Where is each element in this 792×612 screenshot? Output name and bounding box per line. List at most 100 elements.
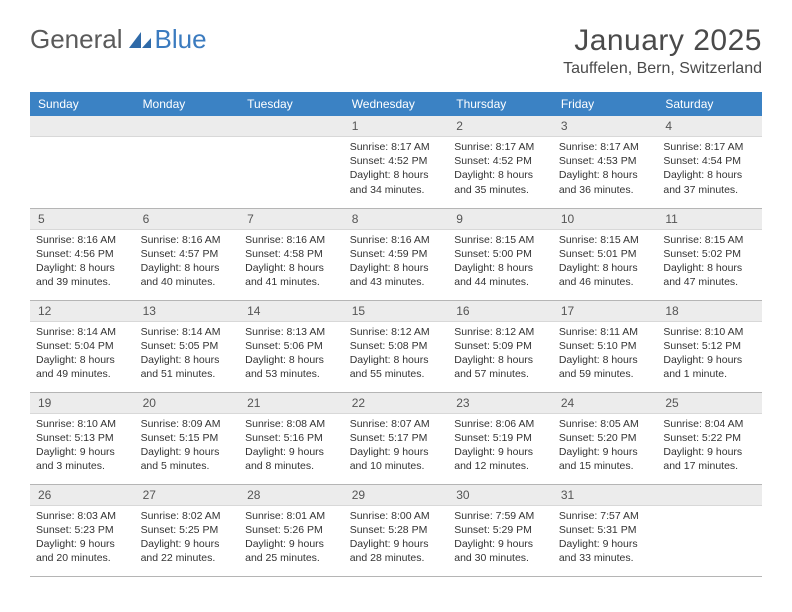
- calendar-day-cell: 14Sunrise: 8:13 AMSunset: 5:06 PMDayligh…: [239, 300, 344, 392]
- calendar-day-cell: 12Sunrise: 8:14 AMSunset: 5:04 PMDayligh…: [30, 300, 135, 392]
- day-number: 2: [448, 116, 553, 137]
- daylight-text: and 55 minutes.: [350, 367, 443, 381]
- calendar-day-cell: 11Sunrise: 8:15 AMSunset: 5:02 PMDayligh…: [657, 208, 762, 300]
- day-number: 11: [657, 209, 762, 230]
- day-details: Sunrise: 8:14 AMSunset: 5:04 PMDaylight:…: [30, 322, 135, 386]
- calendar-week-row: 12Sunrise: 8:14 AMSunset: 5:04 PMDayligh…: [30, 300, 762, 392]
- sunrise-text: Sunrise: 8:16 AM: [36, 233, 129, 247]
- sunrise-text: Sunrise: 7:57 AM: [559, 509, 652, 523]
- day-number: 4: [657, 116, 762, 137]
- sunset-text: Sunset: 5:31 PM: [559, 523, 652, 537]
- daylight-text: Daylight: 9 hours: [559, 445, 652, 459]
- calendar-day-cell: [657, 484, 762, 576]
- sunrise-text: Sunrise: 8:14 AM: [141, 325, 234, 339]
- day-details: [135, 137, 240, 144]
- daylight-text: and 40 minutes.: [141, 275, 234, 289]
- sunrise-text: Sunrise: 8:15 AM: [454, 233, 547, 247]
- calendar-day-cell: 26Sunrise: 8:03 AMSunset: 5:23 PMDayligh…: [30, 484, 135, 576]
- sunset-text: Sunset: 5:13 PM: [36, 431, 129, 445]
- brand-part1: General: [30, 24, 123, 55]
- weekday-header-row: Sunday Monday Tuesday Wednesday Thursday…: [30, 92, 762, 116]
- day-details: Sunrise: 8:03 AMSunset: 5:23 PMDaylight:…: [30, 506, 135, 570]
- daylight-text: Daylight: 9 hours: [559, 537, 652, 551]
- calendar-week-row: 19Sunrise: 8:10 AMSunset: 5:13 PMDayligh…: [30, 392, 762, 484]
- daylight-text: and 41 minutes.: [245, 275, 338, 289]
- calendar-day-cell: 3Sunrise: 8:17 AMSunset: 4:53 PMDaylight…: [553, 116, 658, 208]
- sunset-text: Sunset: 5:26 PM: [245, 523, 338, 537]
- sunset-text: Sunset: 4:52 PM: [350, 154, 443, 168]
- day-details: Sunrise: 8:11 AMSunset: 5:10 PMDaylight:…: [553, 322, 658, 386]
- daylight-text: and 51 minutes.: [141, 367, 234, 381]
- sunrise-text: Sunrise: 8:03 AM: [36, 509, 129, 523]
- sunrise-text: Sunrise: 8:05 AM: [559, 417, 652, 431]
- calendar-day-cell: 27Sunrise: 8:02 AMSunset: 5:25 PMDayligh…: [135, 484, 240, 576]
- day-details: Sunrise: 8:08 AMSunset: 5:16 PMDaylight:…: [239, 414, 344, 478]
- calendar-day-cell: 17Sunrise: 8:11 AMSunset: 5:10 PMDayligh…: [553, 300, 658, 392]
- sunrise-text: Sunrise: 7:59 AM: [454, 509, 547, 523]
- daylight-text: and 25 minutes.: [245, 551, 338, 565]
- day-number: 19: [30, 393, 135, 414]
- day-details: Sunrise: 8:01 AMSunset: 5:26 PMDaylight:…: [239, 506, 344, 570]
- sunrise-text: Sunrise: 8:16 AM: [350, 233, 443, 247]
- sunrise-text: Sunrise: 8:06 AM: [454, 417, 547, 431]
- daylight-text: and 39 minutes.: [36, 275, 129, 289]
- sunset-text: Sunset: 5:08 PM: [350, 339, 443, 353]
- day-details: Sunrise: 8:02 AMSunset: 5:25 PMDaylight:…: [135, 506, 240, 570]
- day-number: 24: [553, 393, 658, 414]
- sunrise-text: Sunrise: 8:16 AM: [245, 233, 338, 247]
- calendar-day-cell: 16Sunrise: 8:12 AMSunset: 5:09 PMDayligh…: [448, 300, 553, 392]
- daylight-text: Daylight: 9 hours: [454, 445, 547, 459]
- sunrise-text: Sunrise: 8:12 AM: [350, 325, 443, 339]
- day-number: 26: [30, 485, 135, 506]
- calendar-day-cell: 25Sunrise: 8:04 AMSunset: 5:22 PMDayligh…: [657, 392, 762, 484]
- sunrise-text: Sunrise: 8:11 AM: [559, 325, 652, 339]
- day-number: 8: [344, 209, 449, 230]
- title-block: January 2025 Tauffelen, Bern, Switzerlan…: [563, 24, 762, 78]
- brand-logo: General Blue: [30, 24, 207, 55]
- sunset-text: Sunset: 4:56 PM: [36, 247, 129, 261]
- calendar-week-row: 5Sunrise: 8:16 AMSunset: 4:56 PMDaylight…: [30, 208, 762, 300]
- calendar-table: Sunday Monday Tuesday Wednesday Thursday…: [30, 92, 762, 577]
- day-number: [239, 116, 344, 137]
- sunrise-text: Sunrise: 8:15 AM: [559, 233, 652, 247]
- day-number: 16: [448, 301, 553, 322]
- calendar-day-cell: 15Sunrise: 8:12 AMSunset: 5:08 PMDayligh…: [344, 300, 449, 392]
- daylight-text: and 37 minutes.: [663, 183, 756, 197]
- weekday-header: Monday: [135, 92, 240, 116]
- calendar-day-cell: 18Sunrise: 8:10 AMSunset: 5:12 PMDayligh…: [657, 300, 762, 392]
- sunset-text: Sunset: 4:57 PM: [141, 247, 234, 261]
- sunrise-text: Sunrise: 8:08 AM: [245, 417, 338, 431]
- day-details: Sunrise: 8:10 AMSunset: 5:12 PMDaylight:…: [657, 322, 762, 386]
- calendar-day-cell: 8 Sunrise: 8:16 AMSunset: 4:59 PMDaylight…: [344, 208, 449, 300]
- day-details: Sunrise: 8:10 AMSunset: 5:13 PMDaylight:…: [30, 414, 135, 478]
- daylight-text: Daylight: 8 hours: [350, 261, 443, 275]
- day-details: Sunrise: 8:16 AMSunset: 4:56 PMDaylight:…: [30, 230, 135, 294]
- sunrise-text: Sunrise: 8:02 AM: [141, 509, 234, 523]
- weekday-header: Saturday: [657, 92, 762, 116]
- calendar-day-cell: 10Sunrise: 8:15 AMSunset: 5:01 PMDayligh…: [553, 208, 658, 300]
- calendar-day-cell: 7Sunrise: 8:16 AMSunset: 4:58 PMDaylight…: [239, 208, 344, 300]
- sunset-text: Sunset: 4:59 PM: [350, 247, 443, 261]
- daylight-text: Daylight: 9 hours: [36, 537, 129, 551]
- day-number: [30, 116, 135, 137]
- day-details: Sunrise: 8:15 AMSunset: 5:00 PMDaylight:…: [448, 230, 553, 294]
- day-number: 9: [448, 209, 553, 230]
- daylight-text: and 5 minutes.: [141, 459, 234, 473]
- sunset-text: Sunset: 5:05 PM: [141, 339, 234, 353]
- daylight-text: and 1 minute.: [663, 367, 756, 381]
- daylight-text: and 46 minutes.: [559, 275, 652, 289]
- sunset-text: Sunset: 4:53 PM: [559, 154, 652, 168]
- calendar-day-cell: 24Sunrise: 8:05 AMSunset: 5:20 PMDayligh…: [553, 392, 658, 484]
- daylight-text: Daylight: 9 hours: [141, 445, 234, 459]
- day-details: [30, 137, 135, 144]
- day-number: 12: [30, 301, 135, 322]
- sunrise-text: Sunrise: 8:04 AM: [663, 417, 756, 431]
- calendar-day-cell: 1Sunrise: 8:17 AMSunset: 4:52 PMDaylight…: [344, 116, 449, 208]
- page-header: General Blue January 2025 Tauffelen, Ber…: [30, 24, 762, 78]
- day-number: 30: [448, 485, 553, 506]
- day-details: Sunrise: 8:17 AMSunset: 4:52 PMDaylight:…: [448, 137, 553, 201]
- daylight-text: and 49 minutes.: [36, 367, 129, 381]
- weekday-header: Tuesday: [239, 92, 344, 116]
- sunset-text: Sunset: 5:09 PM: [454, 339, 547, 353]
- day-details: Sunrise: 8:04 AMSunset: 5:22 PMDaylight:…: [657, 414, 762, 478]
